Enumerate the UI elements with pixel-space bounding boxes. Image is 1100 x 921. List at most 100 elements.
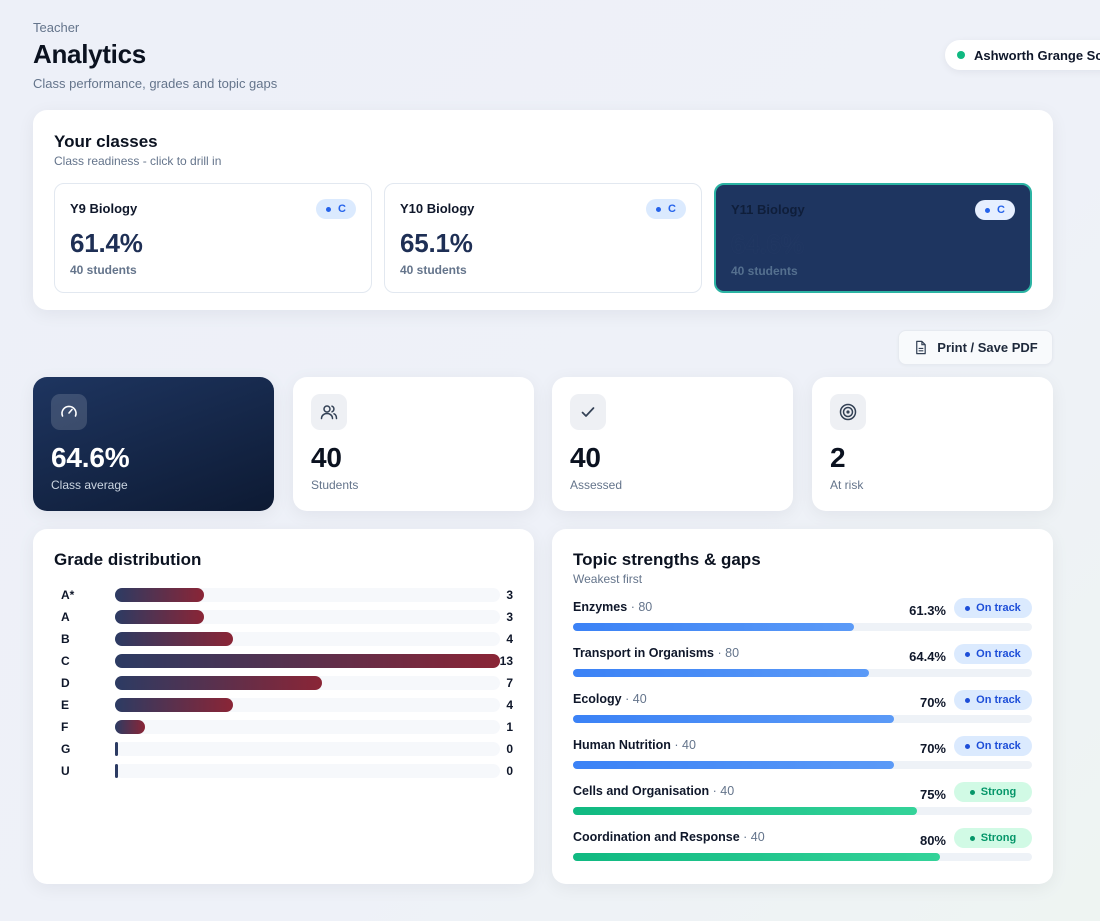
grade-count: 4: [506, 698, 513, 712]
stat-label: Assessed: [570, 478, 623, 492]
grade-letter: F: [61, 720, 69, 734]
class-students: 40 students: [400, 263, 467, 277]
gauge-icon: [61, 405, 77, 417]
grade-letter: E: [61, 698, 70, 712]
print-button-label: Print / Save PDF: [937, 340, 1038, 355]
topic-subtitle: Weakest first: [573, 572, 643, 586]
print-save-pdf-button[interactable]: Print / Save PDF: [898, 330, 1053, 365]
topic-name-label: Human Nutrition: [573, 738, 671, 752]
topic-status-badge: On track: [954, 644, 1032, 664]
grade-bar: [115, 720, 145, 734]
topic-count: · 40: [625, 692, 647, 706]
grade-bar: [115, 610, 204, 624]
topic-percentage: 70%: [919, 741, 946, 756]
topic-status-label: On track: [976, 694, 1021, 706]
topic-status-label: Strong: [980, 832, 1017, 844]
grade-bar-track: [115, 632, 500, 646]
stat-label: Class average: [51, 478, 128, 492]
topic-name: Ecology · 40: [573, 692, 647, 706]
dot-icon: [656, 206, 662, 212]
topic-name: Enzymes · 80: [573, 600, 652, 614]
topic-progress-bar: [573, 853, 941, 861]
topic-row: Coordination and Response · 40 80% Strong: [573, 828, 1032, 876]
class-tiles: Y9 Biology C 61.4% 40 students Y10 Biolo…: [54, 183, 1032, 293]
class-readiness: 64.6%: [731, 229, 804, 259]
topic-progress-bar: [573, 807, 918, 815]
dot-icon: [965, 605, 971, 611]
topic-progress-track: [573, 853, 1032, 861]
page-header: Teacher Analytics Class performance, gra…: [33, 20, 277, 91]
topic-name-label: Transport in Organisms: [573, 646, 715, 660]
stat-value: 40: [311, 442, 342, 473]
class-tile-y11-biology[interactable]: Y11 Biology C 64.6% 40 students: [714, 183, 1032, 293]
grade-letter: U: [61, 764, 70, 778]
topic-name: Transport in Organisms · 80: [573, 646, 739, 660]
topic-name-label: Ecology: [573, 692, 622, 706]
stat-value: 2: [830, 442, 846, 473]
class-students: 40 students: [731, 264, 798, 278]
class-tile-y9-biology[interactable]: Y9 Biology C 61.4% 40 students: [54, 183, 372, 293]
grade-letter: D: [61, 676, 70, 690]
topic-row: Human Nutrition · 40 70% On track: [573, 736, 1032, 784]
topic-percentage: 61.3%: [909, 603, 946, 618]
topic-progress-bar: [573, 669, 869, 677]
topic-list: Enzymes · 80 61.3% On track Transport in Or…: [573, 598, 1032, 876]
stat-value: 40: [570, 442, 601, 473]
grade-bar: [115, 764, 118, 778]
stat-card-assessed: 40 Assessed: [552, 377, 793, 511]
grade-bar-track: [115, 698, 500, 712]
stat-icon-wrap: [570, 394, 606, 430]
dot-icon: [985, 207, 991, 213]
grade-count: 7: [506, 676, 513, 690]
dot-icon: [965, 651, 971, 657]
stat-label: At risk: [830, 478, 864, 492]
stat-label: Students: [311, 478, 359, 492]
topic-status-label: On track: [976, 648, 1021, 660]
grade-chip: C: [316, 199, 356, 219]
grade-count: 3: [506, 588, 513, 602]
grade-distribution-chart: A* 3 A 3 B 4 C 13 D 7 E 4 F 1 G 0 U 0: [54, 584, 513, 782]
status-dot-icon: [957, 51, 965, 59]
topic-status-label: On track: [976, 602, 1021, 614]
grade-bar: [115, 742, 118, 756]
topic-row: Cells and Organisation · 40 75% Strong: [573, 782, 1032, 830]
grade-bar: [115, 676, 322, 690]
grade-letter: A*: [61, 588, 75, 602]
class-readiness: 61.4%: [70, 228, 143, 258]
grade-chip-label: C: [338, 203, 346, 215]
topic-name-label: Enzymes: [573, 600, 628, 614]
stat-icon-wrap: [51, 394, 87, 430]
topic-count: · 40: [743, 830, 765, 844]
classes-title: Your classes: [54, 132, 158, 151]
topic-percentage: 80%: [919, 833, 946, 848]
topic-status-label: On track: [976, 740, 1021, 752]
topic-status-badge: On track: [954, 598, 1032, 618]
grade-letter: G: [61, 742, 71, 756]
grade-count: 13: [499, 654, 513, 668]
grade-bar: [115, 632, 233, 646]
grade-bar: [115, 588, 204, 602]
class-students: 40 students: [70, 263, 137, 277]
grade-bar-track: [115, 588, 500, 602]
topic-status-badge: Strong: [954, 782, 1032, 802]
school-selector[interactable]: Ashworth Grange School: [945, 40, 1100, 70]
grade-count: 0: [506, 742, 513, 756]
topic-progress-track: [573, 807, 1032, 815]
grade-bar-track: [115, 742, 500, 756]
grade-row: A* 3: [54, 584, 513, 606]
stat-card-at-risk: 2 At risk: [812, 377, 1053, 511]
topic-progress-bar: [573, 623, 855, 631]
class-tile-y10-biology[interactable]: Y10 Biology C 65.1% 40 students: [384, 183, 702, 293]
topic-count: · 80: [630, 600, 653, 614]
stat-value: 64.6%: [51, 442, 130, 473]
grade-bar-track: [115, 720, 500, 734]
school-name: Ashworth Grange School: [974, 47, 1100, 63]
topic-percentage: 75%: [919, 787, 946, 802]
grade-count: 3: [506, 610, 513, 624]
topic-row: Enzymes · 80 61.3% On track: [573, 598, 1032, 646]
